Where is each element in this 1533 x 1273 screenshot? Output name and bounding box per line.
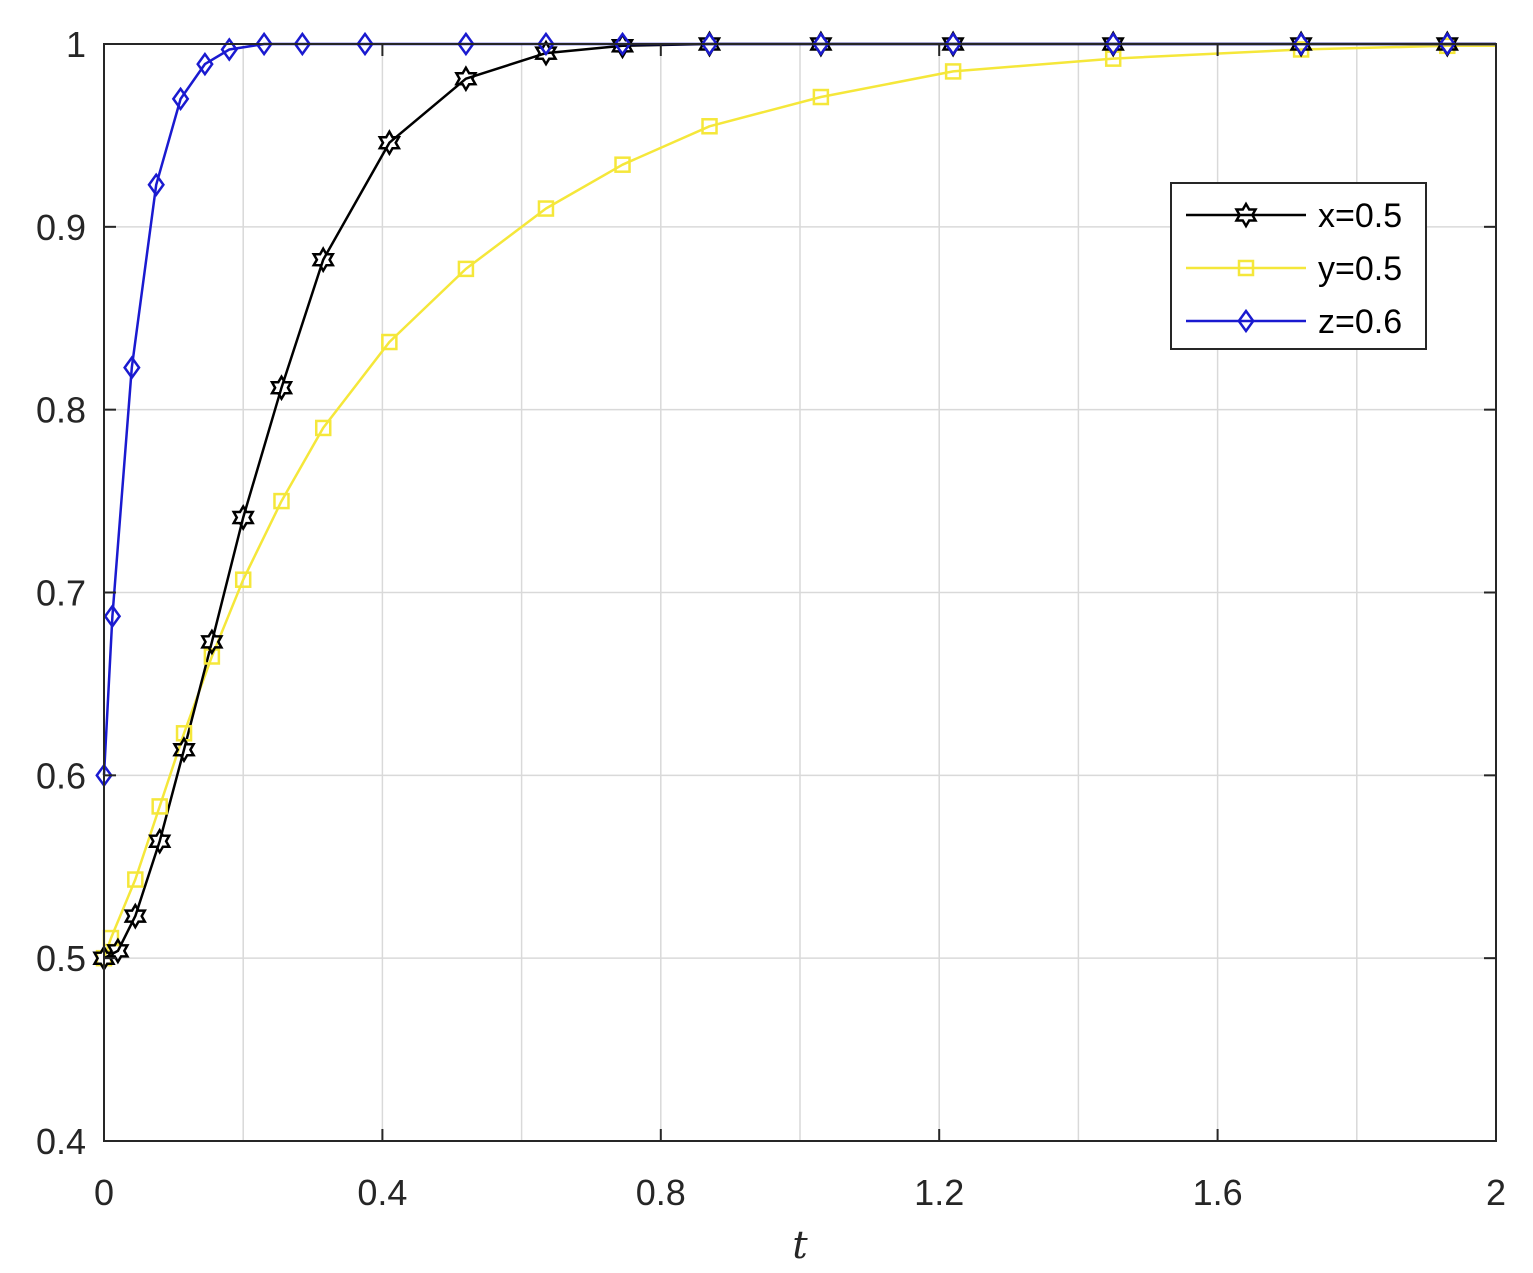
data-point-square bbox=[1104, 50, 1122, 67]
data-point-diamond bbox=[812, 31, 830, 57]
data-point-hexagram bbox=[534, 39, 558, 67]
data-point-diamond bbox=[356, 31, 374, 57]
data-point-square bbox=[203, 648, 221, 665]
data-point-square bbox=[457, 260, 475, 278]
data-point-diamond bbox=[293, 31, 312, 57]
legend-markers bbox=[1234, 201, 1258, 334]
data-point-hexagram bbox=[106, 937, 130, 965]
data-point-square bbox=[812, 88, 830, 106]
y-tick-label: 0.6 bbox=[36, 755, 86, 796]
series-line-y=0.5 bbox=[102, 44, 1496, 959]
data-point-square bbox=[944, 63, 962, 80]
data-point-diamond bbox=[1104, 31, 1122, 57]
data-point-diamond bbox=[537, 31, 555, 57]
x-tick-label: 0 bbox=[94, 1172, 114, 1213]
data-point-square bbox=[234, 571, 252, 588]
x-tick-label: 2 bbox=[1486, 1172, 1506, 1213]
data-point-square bbox=[314, 419, 332, 437]
y-tick-label: 0.9 bbox=[36, 207, 86, 248]
data-point-square bbox=[537, 200, 555, 217]
data-point-diamond bbox=[944, 31, 962, 57]
x-tick-label: 1.2 bbox=[914, 1172, 964, 1213]
y-tick-label: 1 bbox=[66, 24, 86, 65]
x-axis-title: t bbox=[792, 1223, 808, 1267]
data-point-hexagram bbox=[454, 65, 478, 93]
data-point-hexagram bbox=[377, 129, 402, 157]
x-tick-label: 0.8 bbox=[636, 1172, 686, 1213]
legend-marker-hexagram bbox=[1234, 201, 1258, 229]
legend-label-x: x=0.5 bbox=[1318, 197, 1402, 235]
legend-label-z: z=0.6 bbox=[1318, 303, 1402, 341]
y-tick-label: 0.4 bbox=[36, 1121, 86, 1162]
data-point-diamond bbox=[457, 31, 475, 57]
data-point-diamond bbox=[103, 604, 122, 629]
data-point-square bbox=[701, 118, 718, 135]
data-point-hexagram bbox=[231, 504, 255, 531]
data-point-diamond bbox=[700, 31, 719, 57]
data-point-diamond bbox=[196, 51, 214, 77]
data-point-square bbox=[614, 156, 631, 173]
data-point-hexagram bbox=[200, 628, 224, 656]
x-tick-label: 1.6 bbox=[1193, 1172, 1243, 1213]
legend: x=0.5 y=0.5 z=0.6 bbox=[1170, 182, 1427, 350]
data-point-square bbox=[381, 333, 398, 351]
data-point-hexagram bbox=[269, 374, 294, 402]
series-markers bbox=[92, 30, 1459, 972]
data-point-diamond bbox=[220, 37, 239, 62]
data-point-diamond bbox=[1292, 31, 1310, 57]
data-point-hexagram bbox=[311, 246, 335, 274]
data-point-hexagram bbox=[148, 827, 172, 855]
data-point-hexagram bbox=[123, 902, 147, 930]
y-tick-label: 0.5 bbox=[36, 938, 86, 979]
data-point-diamond bbox=[171, 86, 190, 111]
data-point-diamond bbox=[613, 31, 632, 57]
y-tick-label: 0.8 bbox=[36, 390, 86, 431]
data-point-hexagram bbox=[610, 32, 635, 60]
data-point-square bbox=[127, 871, 144, 888]
legend-marker-square bbox=[1237, 259, 1255, 277]
data-point-diamond bbox=[1438, 31, 1457, 57]
data-point-diamond bbox=[255, 31, 273, 57]
data-point-square bbox=[273, 492, 290, 510]
y-tick-label: 0.7 bbox=[36, 573, 86, 614]
axis-ticks: 0 0.4 0.8 1.2 1.6 20.40.50.60.70.80.91 bbox=[36, 24, 1506, 1213]
legend-label-y: y=0.5 bbox=[1318, 250, 1402, 288]
data-point-diamond bbox=[123, 355, 141, 380]
data-point-square bbox=[151, 798, 168, 815]
x-tick-label: 0.4 bbox=[357, 1172, 407, 1213]
data-point-hexagram bbox=[172, 736, 196, 764]
legend-marker-diamond bbox=[1237, 308, 1255, 334]
data-point-diamond bbox=[147, 172, 165, 197]
